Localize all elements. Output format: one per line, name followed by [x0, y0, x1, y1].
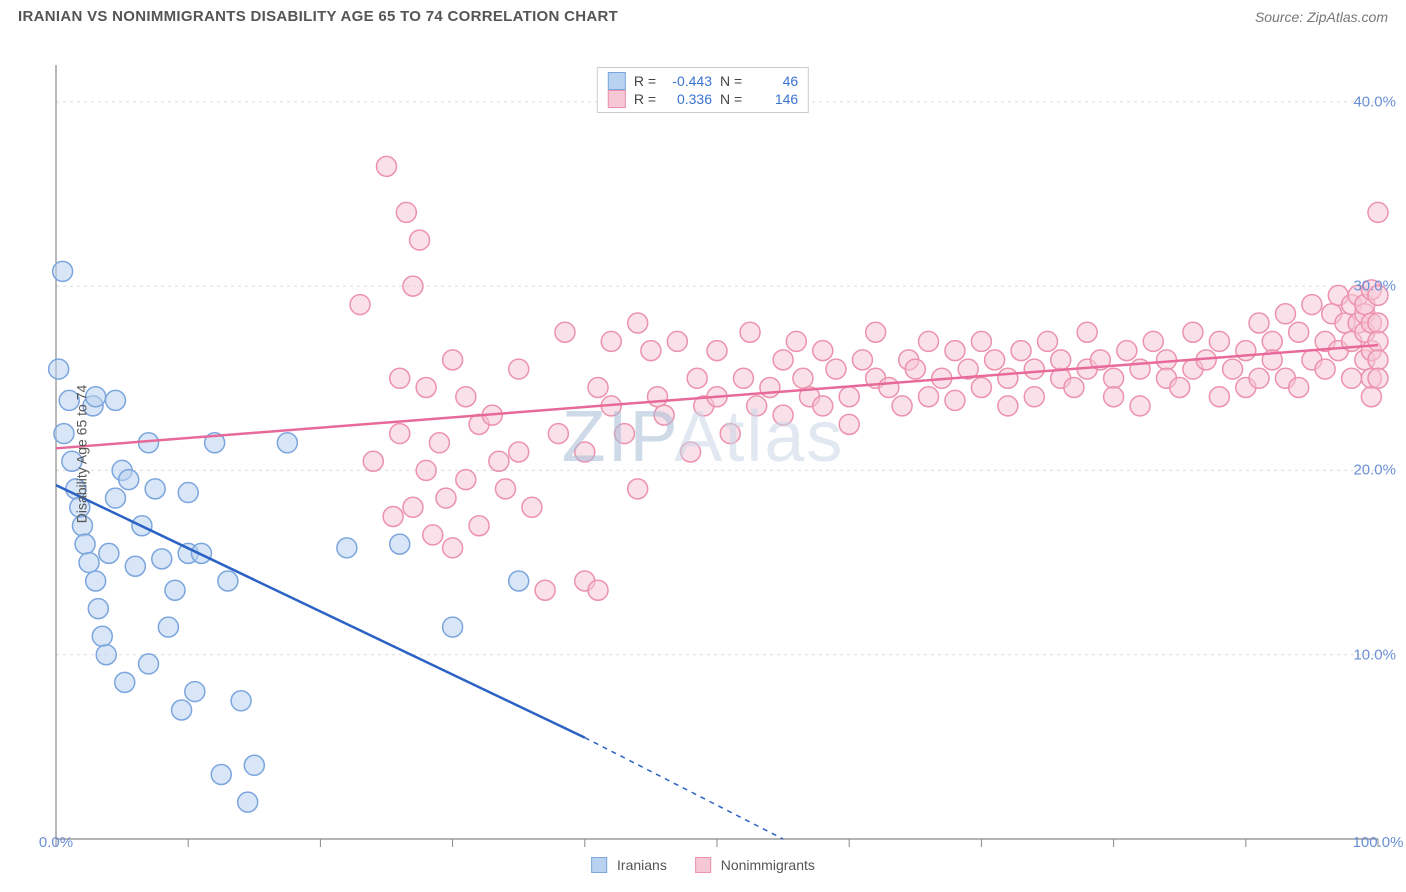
- r-value: -0.443: [664, 73, 712, 89]
- r-value: 0.336: [664, 91, 712, 107]
- n-label: N =: [720, 73, 742, 89]
- scatter-chart: [0, 29, 1406, 879]
- legend-row: R = 0.336 N = 146: [608, 90, 798, 108]
- legend-item: Nonimmigrants: [695, 857, 815, 873]
- legend-swatch-nonimmigrants: [608, 90, 626, 108]
- chart-area: Disability Age 65 to 74 ZIPAtlas R = -0.…: [0, 29, 1406, 879]
- legend-swatch-nonimmigrants: [695, 857, 711, 873]
- r-label: R =: [634, 91, 656, 107]
- x-tick-label: 0.0%: [39, 834, 73, 851]
- chart-title: IRANIAN VS NONIMMIGRANTS DISABILITY AGE …: [18, 8, 618, 25]
- legend-row: R = -0.443 N = 46: [608, 72, 798, 90]
- n-label: N =: [720, 91, 742, 107]
- n-value: 146: [750, 91, 798, 107]
- legend-item: Iranians: [591, 857, 667, 873]
- legend-swatch-iranians: [591, 857, 607, 873]
- y-tick-label: 40.0%: [1353, 93, 1396, 110]
- chart-header: IRANIAN VS NONIMMIGRANTS DISABILITY AGE …: [0, 0, 1406, 29]
- series-legend: Iranians Nonimmigrants: [591, 857, 815, 873]
- n-value: 46: [750, 73, 798, 89]
- y-tick-label: 30.0%: [1353, 278, 1396, 295]
- chart-source: Source: ZipAtlas.com: [1255, 9, 1388, 25]
- y-axis-label: Disability Age 65 to 74: [73, 385, 89, 524]
- legend-label: Nonimmigrants: [721, 857, 815, 873]
- x-tick-label: 100.0%: [1353, 834, 1404, 851]
- legend-label: Iranians: [617, 857, 667, 873]
- legend-swatch-iranians: [608, 72, 626, 90]
- correlation-legend: R = -0.443 N = 46 R = 0.336 N = 146: [597, 67, 809, 113]
- y-tick-label: 10.0%: [1353, 646, 1396, 663]
- r-label: R =: [634, 73, 656, 89]
- y-tick-label: 20.0%: [1353, 462, 1396, 479]
